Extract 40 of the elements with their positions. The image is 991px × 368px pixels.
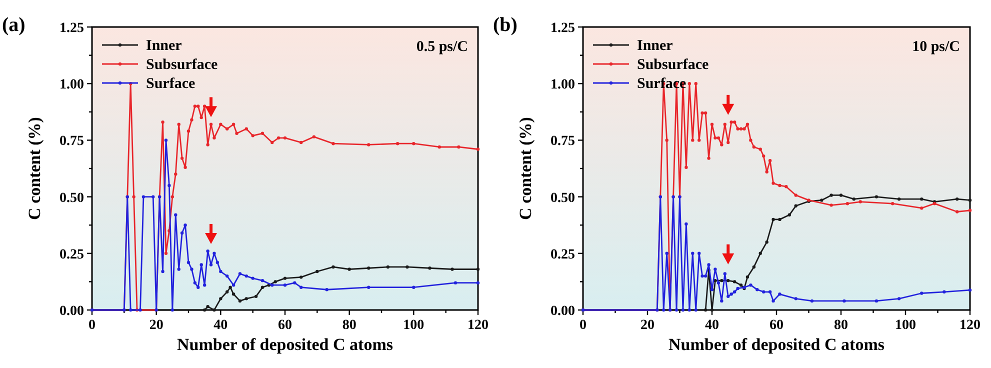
- y-tick-label: 0.00: [550, 304, 575, 319]
- y-tick-label: 1.00: [60, 78, 84, 93]
- x-tick-label: 80: [834, 318, 848, 333]
- legend-label: Inner: [146, 38, 182, 54]
- y-tick-label: 0.75: [60, 134, 84, 150]
- y-axis-title: C content (%): [25, 117, 44, 220]
- x-tick-label: 40: [214, 318, 228, 333]
- x-axis-title: Number of deposited C atoms: [177, 335, 394, 354]
- chart-title: (a): [2, 14, 26, 36]
- y-tick-label: 0.00: [60, 304, 84, 319]
- x-tick-label: 20: [640, 318, 654, 333]
- annotation: 10 ps/C: [912, 39, 960, 55]
- y-tick-label: 1.25: [550, 21, 575, 36]
- legend-label: Surface: [146, 76, 196, 92]
- legend-label: Subsurface: [637, 57, 710, 73]
- x-tick-label: 80: [342, 318, 356, 333]
- x-tick-label: 100: [895, 318, 916, 333]
- chart-title: (b): [493, 14, 518, 36]
- x-axis-title: Number of deposited C atoms: [668, 335, 885, 354]
- x-tick-label: 0: [88, 318, 96, 333]
- legend-label: Subsurface: [146, 57, 218, 73]
- legend-label: Surface: [637, 76, 686, 92]
- y-axis-title: C content (%): [516, 117, 535, 220]
- x-tick-label: 60: [278, 318, 292, 333]
- y-tick-label: 0.75: [550, 134, 575, 150]
- y-tick-label: 1.25: [60, 21, 84, 36]
- x-tick-label: 120: [468, 318, 488, 333]
- y-tick-label: 0.25: [60, 247, 84, 262]
- x-tick-label: 100: [403, 318, 424, 333]
- x-tick-label: 40: [705, 318, 719, 333]
- x-tick-label: 120: [960, 318, 980, 333]
- y-tick-label: 0.25: [550, 247, 575, 262]
- x-tick-label: 0: [580, 318, 586, 333]
- y-tick-label: 0.50: [550, 190, 575, 206]
- x-tick-label: 20: [149, 318, 164, 333]
- y-tick-label: 0.50: [60, 190, 84, 206]
- x-tick-label: 60: [770, 318, 784, 333]
- annotation: 0.5 ps/C: [416, 39, 468, 55]
- legend-label: Inner: [637, 38, 674, 54]
- y-tick-label: 1.00: [550, 78, 575, 93]
